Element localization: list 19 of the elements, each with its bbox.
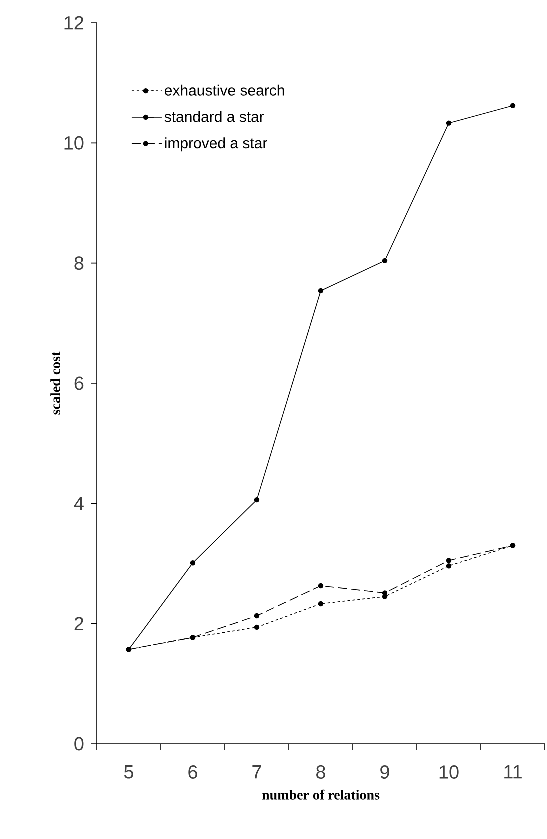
y-tick-label: 0 (74, 737, 84, 751)
x-tick-label: 6 (188, 766, 198, 779)
y-tick-label: 2 (74, 617, 84, 630)
legend-label: improved a star (165, 138, 268, 152)
y-tick-label: 8 (74, 256, 84, 270)
x-axis-title: number of relations (262, 790, 380, 800)
y-tick-label: 12 (64, 16, 84, 30)
y-tick-label: 10 (64, 136, 84, 150)
x-tick-label: 8 (316, 766, 326, 779)
legend-label: standard a star (164, 111, 264, 122)
x-tick-label: 9 (380, 766, 390, 779)
x-tick-label: 5 (124, 766, 134, 779)
x-tick-label: 10 (440, 766, 459, 779)
y-tick-label: 4 (74, 497, 84, 510)
legend-label: exhaustive search (165, 84, 284, 96)
y-axis-title: scaled cost (50, 352, 60, 415)
x-tick-label: 11 (504, 766, 522, 779)
x-tick-label: 7 (252, 766, 262, 779)
y-tick-label: 6 (74, 376, 84, 390)
